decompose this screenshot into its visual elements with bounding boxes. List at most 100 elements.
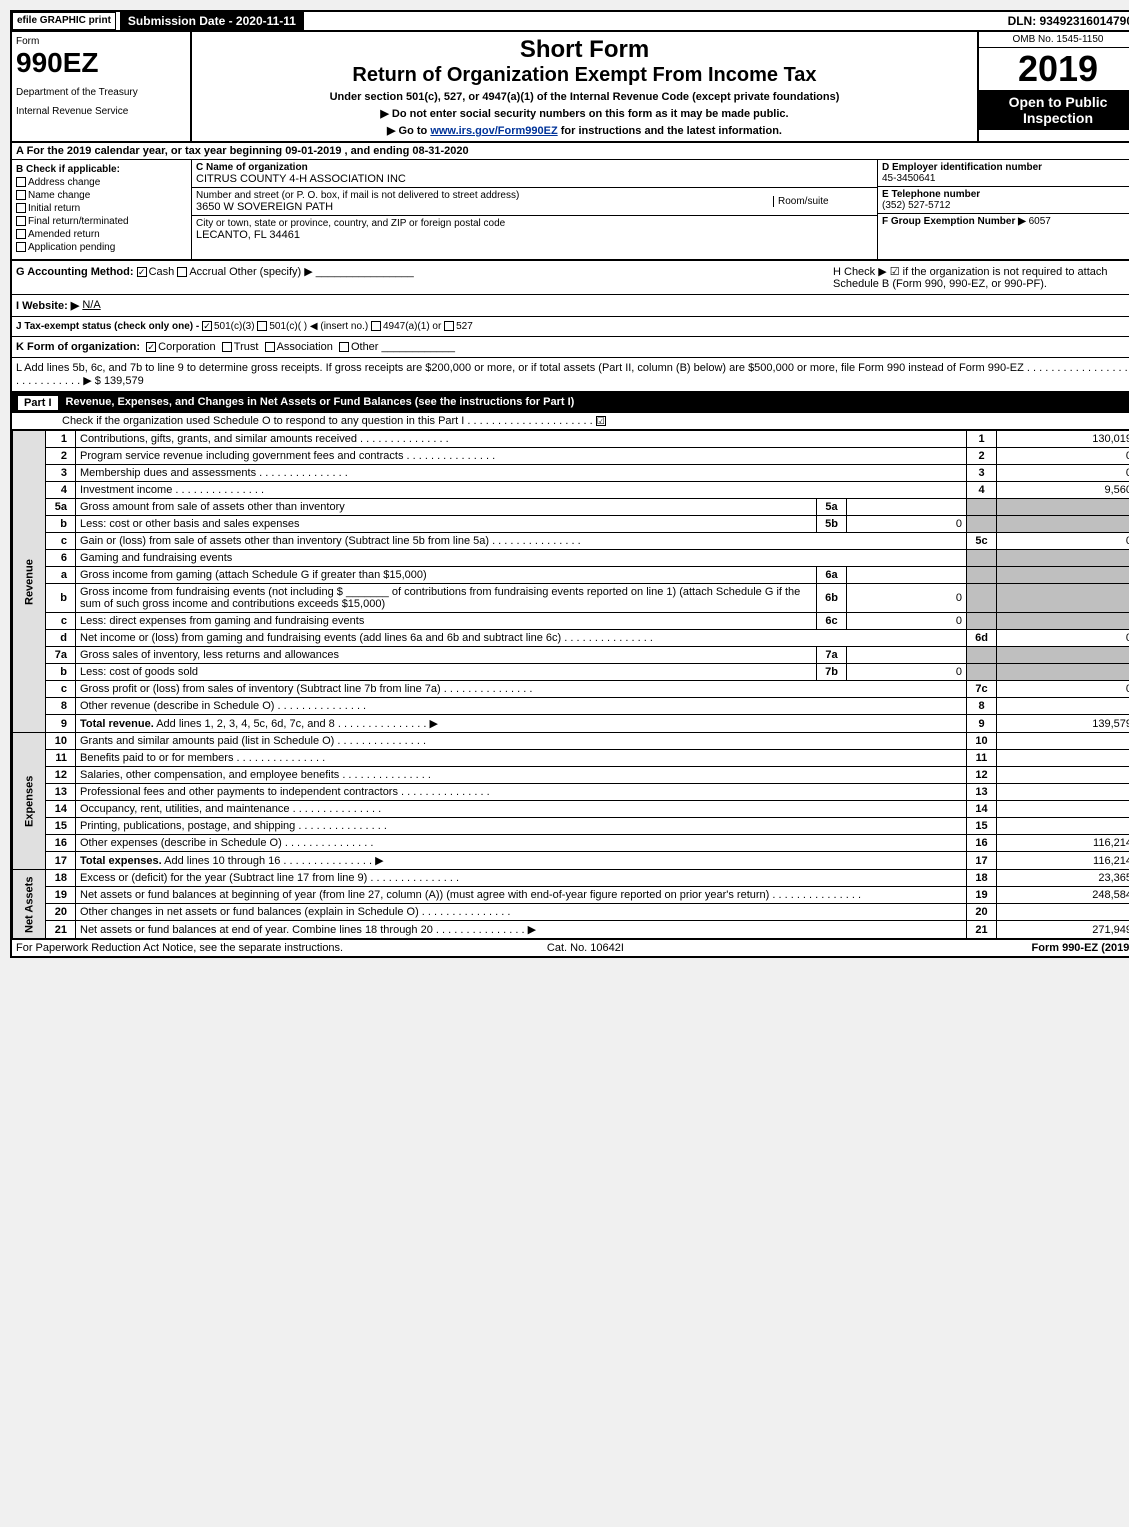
line-row: 4Investment income . . . . . . . . . . .… xyxy=(13,482,1129,499)
cb-schedule-o[interactable]: ☑ xyxy=(596,416,606,426)
line-desc: Professional fees and other payments to … xyxy=(76,784,967,801)
line-number: 20 xyxy=(46,904,76,921)
cb-other-org[interactable] xyxy=(339,342,349,352)
line-row: 12Salaries, other compensation, and empl… xyxy=(13,767,1129,784)
line-ref: 2 xyxy=(967,448,997,465)
line-value: 0 xyxy=(997,465,1129,482)
cb-trust[interactable] xyxy=(222,342,232,352)
line-ref: 15 xyxy=(967,818,997,835)
line-number: c xyxy=(46,533,76,550)
line-desc: Investment income . . . . . . . . . . . … xyxy=(76,482,967,499)
room-label: Room/suite xyxy=(778,196,873,207)
line-row: 20Other changes in net assets or fund ba… xyxy=(13,904,1129,921)
subline-number: 6c xyxy=(817,613,847,630)
cb-accrual[interactable] xyxy=(177,267,187,277)
line-value: 271,949 xyxy=(997,921,1129,939)
col-c-name-addr: C Name of organization CITRUS COUNTY 4-H… xyxy=(192,160,877,259)
cb-corp[interactable]: ✓ xyxy=(146,342,156,352)
line-ref: 13 xyxy=(967,784,997,801)
line-row: 11Benefits paid to or for members . . . … xyxy=(13,750,1129,767)
j-label: J Tax-exempt status (check only one) - xyxy=(16,321,199,332)
line-ref: 11 xyxy=(967,750,997,767)
line-number: a xyxy=(46,567,76,584)
line-number: c xyxy=(46,613,76,630)
l-text: L Add lines 5b, 6c, and 7b to line 9 to … xyxy=(16,362,1024,374)
line-value xyxy=(997,767,1129,784)
cb-initial-return[interactable]: Initial return xyxy=(16,203,187,214)
cb-cash[interactable]: ✓ xyxy=(137,267,147,277)
line-row: 13Professional fees and other payments t… xyxy=(13,784,1129,801)
line-desc: Other revenue (describe in Schedule O) .… xyxy=(76,698,967,715)
line-ref: 14 xyxy=(967,801,997,818)
footer-mid: Cat. No. 10642I xyxy=(547,942,624,954)
subline-value xyxy=(847,567,967,584)
line-row: bLess: cost or other basis and sales exp… xyxy=(13,516,1129,533)
line-desc: Grants and similar amounts paid (list in… xyxy=(76,733,967,750)
subline-value: 0 xyxy=(847,584,967,613)
line-row: cGross profit or (loss) from sales of in… xyxy=(13,681,1129,698)
line-ref-gray xyxy=(967,567,997,584)
ssn-warning: ▶ Do not enter social security numbers o… xyxy=(196,107,973,120)
goto-link[interactable]: www.irs.gov/Form990EZ xyxy=(430,125,557,137)
cb-527[interactable] xyxy=(444,321,454,331)
l-amount: $ 139,579 xyxy=(95,375,144,387)
line-ref: 20 xyxy=(967,904,997,921)
irs-label: Internal Revenue Service xyxy=(16,106,186,117)
cb-assoc[interactable] xyxy=(265,342,275,352)
line-desc: Contributions, gifts, grants, and simila… xyxy=(76,431,967,448)
subline-number: 5a xyxy=(817,499,847,516)
row-k-form-org: K Form of organization: ✓Corporation Tru… xyxy=(12,337,1129,358)
line-row: 3Membership dues and assessments . . . .… xyxy=(13,465,1129,482)
line-ref: 4 xyxy=(967,482,997,499)
title-line1: Short Form xyxy=(196,36,973,64)
dln: DLN: 93492316014790 xyxy=(1004,12,1129,30)
line-value-gray xyxy=(997,499,1129,516)
side-label: Revenue xyxy=(13,431,46,733)
line-number: b xyxy=(46,584,76,613)
ein-label: D Employer identification number xyxy=(882,162,1129,173)
line-number: 18 xyxy=(46,870,76,887)
row-l-gross-receipts: L Add lines 5b, 6c, and 7b to line 9 to … xyxy=(12,358,1129,393)
line-value xyxy=(997,698,1129,715)
cb-501c3[interactable]: ✓ xyxy=(202,321,212,331)
goto-pre: ▶ Go to xyxy=(387,125,430,137)
row-a-taxyear: A For the 2019 calendar year, or tax yea… xyxy=(12,143,1129,160)
line-ref-gray xyxy=(967,516,997,533)
line-row: 9Total revenue. Add lines 1, 2, 3, 4, 5c… xyxy=(13,715,1129,733)
cb-pending[interactable]: Application pending xyxy=(16,242,187,253)
line-number: 8 xyxy=(46,698,76,715)
line-row: 19Net assets or fund balances at beginni… xyxy=(13,887,1129,904)
line-row: 16Other expenses (describe in Schedule O… xyxy=(13,835,1129,852)
line-value-gray xyxy=(997,664,1129,681)
subline-value xyxy=(847,499,967,516)
header-right: OMB No. 1545-1150 2019 Open to Public In… xyxy=(977,32,1129,141)
line-ref: 1 xyxy=(967,431,997,448)
cb-final-return[interactable]: Final return/terminated xyxy=(16,216,187,227)
cb-name-change[interactable]: Name change xyxy=(16,190,187,201)
line-value-gray xyxy=(997,567,1129,584)
website-value: N/A xyxy=(82,299,100,312)
line-desc: Occupancy, rent, utilities, and maintena… xyxy=(76,801,967,818)
subline-value: 0 xyxy=(847,664,967,681)
line-number: b xyxy=(46,516,76,533)
cb-501c[interactable] xyxy=(257,321,267,331)
goto-line: ▶ Go to www.irs.gov/Form990EZ for instru… xyxy=(196,124,973,137)
line-row: 8Other revenue (describe in Schedule O) … xyxy=(13,698,1129,715)
subtitle: Under section 501(c), 527, or 4947(a)(1)… xyxy=(196,91,973,103)
line-ref-gray xyxy=(967,584,997,613)
line-value xyxy=(997,801,1129,818)
cb-amended[interactable]: Amended return xyxy=(16,229,187,240)
cb-4947[interactable] xyxy=(371,321,381,331)
line-value: 0 xyxy=(997,533,1129,550)
line-row: 2Program service revenue including gover… xyxy=(13,448,1129,465)
line-number: 15 xyxy=(46,818,76,835)
line-desc: Printing, publications, postage, and shi… xyxy=(76,818,967,835)
line-row: 15Printing, publications, postage, and s… xyxy=(13,818,1129,835)
omb-number: OMB No. 1545-1150 xyxy=(979,32,1129,48)
line-ref-gray xyxy=(967,647,997,664)
subline-value: 0 xyxy=(847,613,967,630)
line-number: 14 xyxy=(46,801,76,818)
cb-address-change[interactable]: Address change xyxy=(16,177,187,188)
line-ref: 18 xyxy=(967,870,997,887)
line-number: d xyxy=(46,630,76,647)
